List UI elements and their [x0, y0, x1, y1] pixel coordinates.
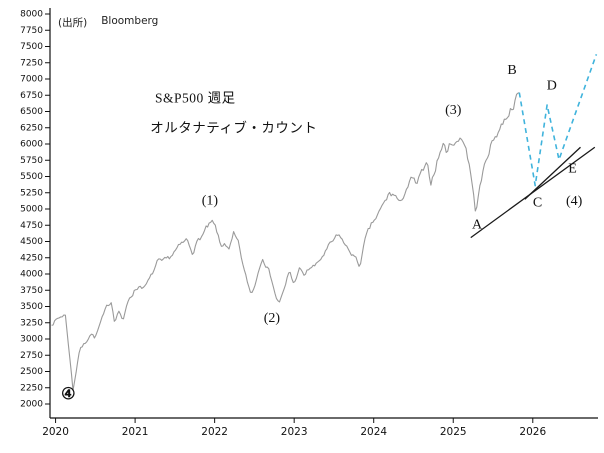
y-tick-label: 2750	[20, 351, 43, 361]
y-tick-label: 2250	[20, 383, 43, 393]
chart-title-line-1: S&P500 週足	[155, 90, 236, 105]
y-tick-label: 3500	[20, 302, 43, 312]
wave-label-C: C	[533, 195, 542, 210]
wave-annotations: ④ (1) (2) (3) A B C D E (4)	[61, 63, 583, 403]
x-tick-label: 2021	[122, 426, 149, 438]
trendlines	[470, 146, 596, 239]
y-tick-label: 6750	[20, 91, 43, 101]
series	[51, 54, 598, 392]
y-tick-label: 7500	[20, 42, 43, 52]
chart-title-line-2: オルタナティブ・カウント	[150, 119, 317, 135]
x-tick-label: 2022	[201, 426, 228, 438]
y-tick-label: 2000	[20, 400, 43, 410]
y-tick-label: 6250	[20, 123, 43, 133]
x-tick-label: 2020	[42, 426, 69, 438]
x-tick-label: 2023	[281, 426, 308, 438]
y-tick-label: 2500	[20, 367, 43, 377]
y-tick-label: 5000	[20, 205, 43, 215]
trendline-2	[524, 146, 581, 200]
y-tick-label: 4500	[20, 237, 43, 247]
y-tick-label: 7000	[20, 75, 43, 85]
x-axis: 2020 2021 2022 2023 2024 2025 2026	[42, 417, 598, 438]
wave-label-D: D	[547, 78, 557, 93]
wave-label-E: E	[568, 162, 577, 177]
y-tick-label: 6500	[20, 107, 43, 117]
wave-label-B: B	[507, 63, 516, 78]
y-tick-label: 5500	[20, 172, 43, 182]
x-tick-label: 2025	[440, 426, 467, 438]
y-tick-label: 3250	[20, 318, 43, 328]
wave-label-1: (1)	[202, 193, 219, 208]
y-tick-label: 3750	[20, 286, 43, 296]
projected-wave-path	[518, 54, 598, 187]
wave-label-A: A	[472, 218, 483, 233]
y-tick-label: 7250	[20, 58, 43, 68]
wave-label-3: (3)	[445, 103, 462, 118]
x-tick-label: 2026	[519, 426, 546, 438]
y-tick-label: 8000	[20, 10, 43, 20]
source-prefix: (出所)	[58, 17, 88, 29]
y-axis: 2000 2250 2500 2750 3000 3250 3500 3750 4000 4250…	[20, 8, 51, 418]
y-tick-label: 4750	[20, 221, 43, 231]
y-tick-label: 4250	[20, 253, 43, 263]
y-tick-label: 6000	[20, 140, 43, 150]
y-tick-label: 5750	[20, 156, 43, 166]
sp500-weekly-price	[51, 92, 520, 392]
source-name: Bloomberg	[101, 15, 159, 27]
y-tick-label: 7750	[20, 26, 43, 36]
y-tick-label: 3000	[20, 335, 43, 345]
source-label: (出所) Bloomberg	[58, 15, 158, 30]
y-tick-label: 4000	[20, 270, 43, 280]
wave-label-④: ④	[61, 386, 75, 403]
wave-label-4: (4)	[566, 194, 583, 209]
y-tick-label: 5250	[20, 188, 43, 198]
x-tick-label: 2024	[360, 426, 387, 438]
wave-label-2: (2)	[264, 311, 281, 326]
